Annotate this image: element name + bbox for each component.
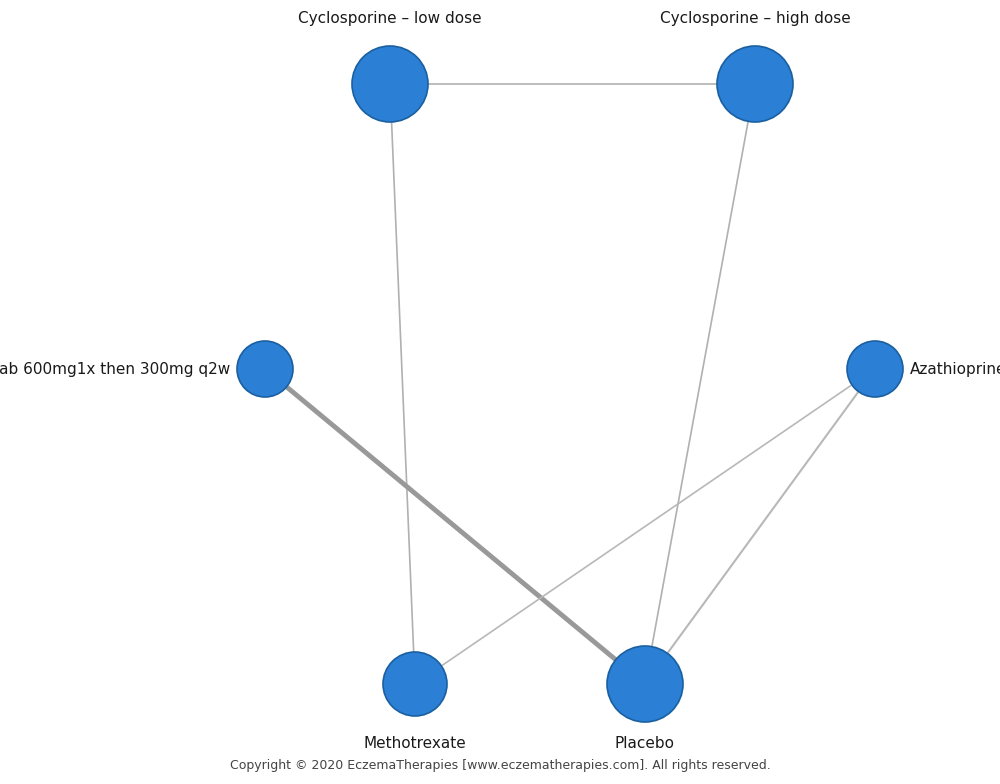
Text: Copyright © 2020 EczemaTherapies [www.eczematherapies.com]. All rights reserved.: Copyright © 2020 EczemaTherapies [www.ec… [230, 760, 770, 772]
Text: Cyclosporine – low dose: Cyclosporine – low dose [298, 11, 482, 26]
Circle shape [237, 341, 293, 397]
Text: Cyclosporine – high dose: Cyclosporine – high dose [660, 11, 850, 26]
Circle shape [607, 646, 683, 722]
Circle shape [717, 46, 793, 122]
Text: Azathioprine: Azathioprine [910, 361, 1000, 376]
Circle shape [847, 341, 903, 397]
Circle shape [352, 46, 428, 122]
Text: Methotrexate: Methotrexate [364, 736, 466, 751]
Text: Dupilumab 600mg1x then 300mg q2w: Dupilumab 600mg1x then 300mg q2w [0, 361, 230, 376]
Text: Placebo: Placebo [615, 736, 675, 751]
Circle shape [383, 652, 447, 716]
